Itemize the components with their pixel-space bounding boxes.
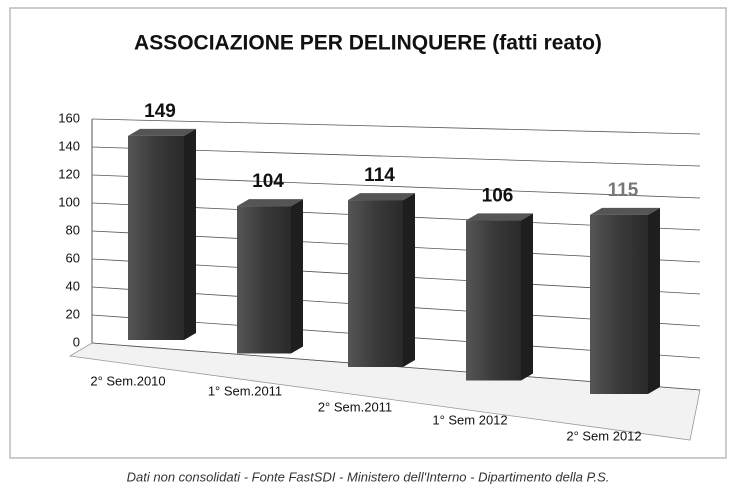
data-label: 114 bbox=[364, 165, 395, 186]
chart-title: ASSOCIAZIONE PER DELINQUERE (fatti reato… bbox=[134, 32, 602, 55]
x-tick-label: 1° Sem.2011 bbox=[208, 383, 282, 398]
data-label: 115 bbox=[608, 180, 639, 201]
bar-side bbox=[521, 213, 533, 381]
bar-front bbox=[466, 220, 521, 381]
y-tick-label: 120 bbox=[58, 166, 80, 181]
bar-top bbox=[466, 213, 533, 221]
bar-side bbox=[291, 199, 303, 354]
bar-front bbox=[348, 200, 403, 367]
bar-top bbox=[237, 199, 303, 207]
bar bbox=[348, 193, 415, 367]
y-tick-label: 20 bbox=[66, 306, 80, 321]
x-tick-label: 2° Sem.2010 bbox=[90, 373, 165, 388]
y-tick-label: 0 bbox=[73, 334, 80, 349]
bar bbox=[128, 128, 196, 340]
footnote: Dati non consolidati - Fonte FastSDI - M… bbox=[127, 469, 610, 484]
x-tick-label: 1° Sem 2012 bbox=[432, 412, 507, 427]
grid-line bbox=[91, 118, 701, 135]
data-label: 104 bbox=[252, 171, 284, 192]
y-tick-label: 80 bbox=[66, 222, 80, 237]
bar-top bbox=[128, 128, 196, 136]
bar bbox=[590, 207, 660, 394]
bar bbox=[466, 213, 533, 381]
bar-side bbox=[184, 128, 196, 340]
bar-front bbox=[237, 206, 291, 354]
y-tick-label: 100 bbox=[58, 194, 80, 209]
y-tick-label: 60 bbox=[66, 250, 80, 265]
bar-side bbox=[648, 207, 660, 394]
x-tick-label: 2° Sem.2011 bbox=[318, 399, 392, 414]
y-tick-label: 140 bbox=[58, 138, 80, 153]
data-label: 106 bbox=[482, 185, 514, 206]
bar-top bbox=[348, 193, 415, 201]
y-tick-label: 40 bbox=[66, 278, 80, 293]
bar-front bbox=[590, 214, 648, 394]
bar-front bbox=[128, 135, 184, 340]
bar-side bbox=[403, 193, 415, 367]
y-tick-label: 160 bbox=[58, 110, 80, 125]
bar bbox=[237, 199, 303, 354]
data-label: 149 bbox=[144, 101, 176, 122]
bar-top bbox=[590, 207, 660, 215]
x-tick-label: 2° Sem 2012 bbox=[566, 428, 641, 443]
